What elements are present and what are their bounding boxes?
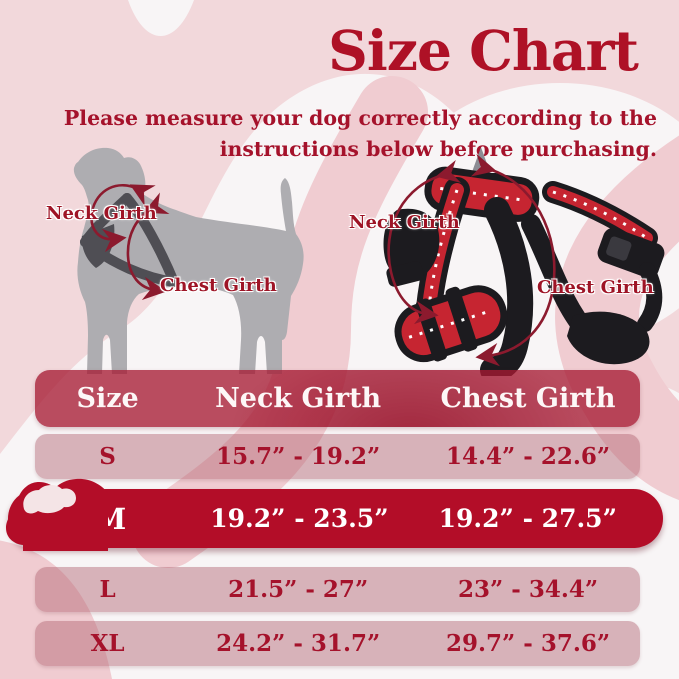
table-header-row: Size Neck Girth Chest Girth [35, 370, 640, 427]
neck-girth-value: 19.2” - 23.5” [210, 504, 389, 533]
subtitle-line-1: Please measure your dog correctly accord… [63, 106, 657, 130]
page-subtitle: Please measure your dog correctly accord… [64, 103, 657, 165]
chest-girth-value: 29.7” - 37.6” [446, 630, 611, 657]
table-row-size-s: S 15.7” - 19.2” 14.4” - 22.6” [35, 434, 640, 479]
dog-neck-girth-label: Neck Girth [46, 203, 157, 224]
table-row-size-m-highlighted: M 19.2” - 23.5” 19.2” - 27.5” [8, 489, 663, 548]
neck-girth-value: 24.2” - 31.7” [216, 630, 381, 657]
chest-girth-value: 14.4” - 22.6” [446, 443, 611, 470]
size-value: S [99, 443, 116, 470]
harness-chest-girth-label: Chest Girth [537, 277, 654, 298]
column-header-size: Size [76, 383, 139, 414]
harness-illustration [383, 148, 665, 376]
table-row-size-xl: XL 24.2” - 31.7” 29.7” - 37.6” [35, 621, 640, 666]
column-header-chest-girth: Chest Girth [440, 383, 616, 414]
dog-silhouette-illustration [73, 147, 304, 374]
page-title: Size Chart [328, 18, 639, 83]
size-value: XL [90, 630, 125, 657]
harness-neck-girth-label: Neck Girth [349, 212, 460, 233]
table-row-size-l: L 21.5” - 27” 23” - 34.4” [35, 567, 640, 612]
size-value: L [99, 576, 116, 603]
measure-arrow-icon [387, 153, 556, 367]
chest-girth-value: 23” - 34.4” [458, 576, 599, 603]
dog-chest-girth-label: Chest Girth [160, 275, 277, 296]
chest-girth-value: 19.2” - 27.5” [438, 504, 617, 533]
column-header-neck-girth: Neck Girth [215, 383, 382, 414]
neck-girth-value: 21.5” - 27” [228, 576, 369, 603]
neck-girth-value: 15.7” - 19.2” [216, 443, 381, 470]
dog-head-icon [6, 478, 108, 551]
subtitle-line-2: instructions below before purchasing. [219, 136, 657, 161]
measure-arrow-icon [90, 184, 170, 301]
